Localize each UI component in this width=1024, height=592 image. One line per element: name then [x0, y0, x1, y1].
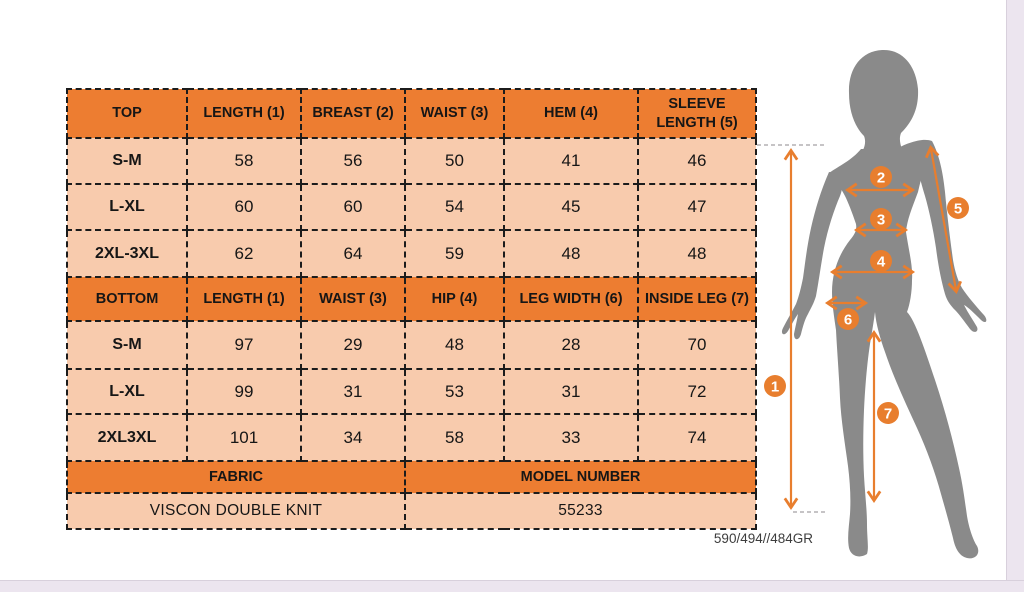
model-number-value: 55233	[404, 492, 757, 530]
value-cell: 97	[186, 320, 302, 370]
value-cell: 48	[503, 229, 639, 278]
value-cell: 50	[404, 137, 505, 185]
header-cell-model-number: MODEL NUMBER	[404, 460, 757, 494]
header-cell-inside-leg: INSIDE LEG (7)	[637, 276, 757, 322]
style-code-text: 590/494//484GR	[713, 531, 813, 546]
value-cell: 59	[404, 229, 505, 278]
size-label: L-XL	[66, 368, 188, 415]
size-label: 2XL3XL	[66, 413, 188, 462]
marker-7: 7	[877, 402, 899, 424]
value-cell: 41	[503, 137, 639, 185]
arrow-sleeve-5	[925, 145, 962, 294]
marker-4: 4	[870, 250, 892, 272]
right-arm-silhouette	[918, 141, 987, 332]
torso-legs-silhouette	[829, 139, 979, 559]
svg-text:2: 2	[877, 170, 885, 187]
header-cell-breast: BREAST (2)	[300, 88, 406, 139]
size-label: 2XL-3XL	[66, 229, 188, 278]
value-cell: 53	[404, 368, 505, 415]
bottom-header-row: BOTTOM LENGTH (1) WAIST (3) HIP (4) LEG …	[66, 276, 757, 322]
fabric-model-value-row: VISCON DOUBLE KNIT 55233	[66, 492, 757, 530]
value-cell: 31	[503, 368, 639, 415]
bottom-row-2xl3xl: 2XL3XL 101 34 58 33 74	[66, 413, 757, 462]
value-cell: 29	[300, 320, 406, 370]
bottom-row-sm: S-M 97 29 48 28 70	[66, 320, 757, 370]
value-cell: 47	[637, 183, 757, 231]
svg-text:6: 6	[844, 312, 852, 329]
value-cell: 60	[186, 183, 302, 231]
bottom-row-lxl: L-XL 99 31 53 31 72	[66, 368, 757, 415]
header-cell-length: LENGTH (1)	[186, 88, 302, 139]
value-cell: 46	[637, 137, 757, 185]
value-cell: 28	[503, 320, 639, 370]
header-cell-leg-width: LEG WIDTH (6)	[503, 276, 639, 322]
value-cell: 56	[300, 137, 406, 185]
page-edge-right	[1006, 0, 1024, 592]
marker-3: 3	[870, 208, 892, 230]
header-cell-hip: HIP (4)	[404, 276, 505, 322]
header-cell-sleeve-length: SLEEVE LENGTH (5)	[637, 88, 757, 139]
svg-text:4: 4	[877, 254, 886, 271]
size-label: S-M	[66, 137, 188, 185]
value-cell: 54	[404, 183, 505, 231]
top-row-2xl3xl: 2XL-3XL 62 64 59 48 48	[66, 229, 757, 278]
value-cell: 34	[300, 413, 406, 462]
value-cell: 101	[186, 413, 302, 462]
marker-2: 2	[870, 166, 892, 188]
header-cell-fabric: FABRIC	[66, 460, 406, 494]
page-edge-bottom	[0, 580, 1024, 592]
value-cell: 58	[186, 137, 302, 185]
value-cell: 72	[637, 368, 757, 415]
reference-dashed-lines	[757, 144, 826, 513]
header-cell-hem: HEM (4)	[503, 88, 639, 139]
head-silhouette	[848, 49, 919, 155]
value-cell: 48	[637, 229, 757, 278]
marker-1: 1	[764, 375, 786, 397]
svg-text:3: 3	[877, 212, 885, 229]
marker-6: 6	[837, 308, 859, 330]
value-cell: 48	[404, 320, 505, 370]
size-label: L-XL	[66, 183, 188, 231]
value-cell: 70	[637, 320, 757, 370]
svg-text:7: 7	[884, 406, 892, 423]
value-cell: 64	[300, 229, 406, 278]
measurement-arrows	[783, 145, 962, 511]
svg-text:1: 1	[771, 379, 779, 396]
woman-silhouette	[781, 49, 987, 559]
value-cell: 31	[300, 368, 406, 415]
value-cell: 74	[637, 413, 757, 462]
value-cell: 60	[300, 183, 406, 231]
size-chart-table: TOP LENGTH (1) BREAST (2) WAIST (3) HEM …	[66, 88, 757, 530]
fabric-value: VISCON DOUBLE KNIT	[66, 492, 406, 530]
fabric-model-header-row: FABRIC MODEL NUMBER	[66, 460, 757, 494]
value-cell: 33	[503, 413, 639, 462]
left-arm-silhouette	[781, 172, 843, 340]
body-measurement-figure: 1 2 3 4 5 6 7	[755, 20, 1024, 580]
top-header-row: TOP LENGTH (1) BREAST (2) WAIST (3) HEM …	[66, 88, 757, 139]
top-row-lxl: L-XL 60 60 54 45 47	[66, 183, 757, 231]
marker-5: 5	[947, 197, 969, 219]
svg-text:5: 5	[954, 201, 962, 218]
header-cell-waist: WAIST (3)	[404, 88, 505, 139]
value-cell: 45	[503, 183, 639, 231]
value-cell: 62	[186, 229, 302, 278]
top-row-sm: S-M 58 56 50 41 46	[66, 137, 757, 185]
measurement-markers: 1 2 3 4 5 6 7	[764, 166, 969, 424]
header-cell-top: TOP	[66, 88, 188, 139]
header-cell-bottom: BOTTOM	[66, 276, 188, 322]
size-label: S-M	[66, 320, 188, 370]
header-cell-length: LENGTH (1)	[186, 276, 302, 322]
value-cell: 99	[186, 368, 302, 415]
value-cell: 58	[404, 413, 505, 462]
header-cell-waist: WAIST (3)	[300, 276, 406, 322]
